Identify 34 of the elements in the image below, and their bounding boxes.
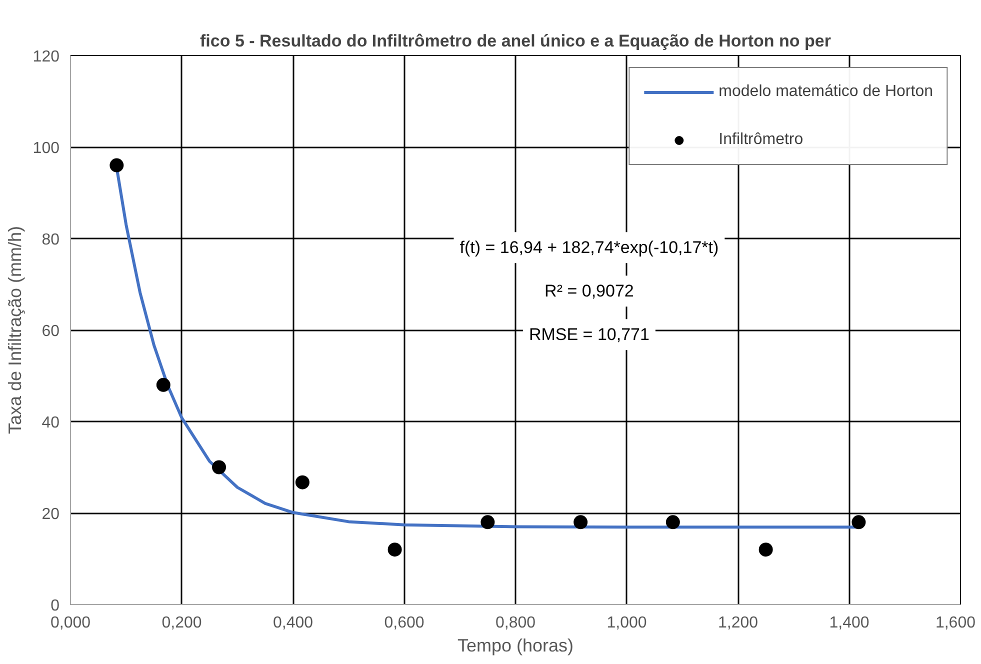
x-tick-label: 0,000	[50, 614, 91, 632]
point	[852, 515, 866, 530]
point	[212, 460, 226, 474]
y-tick-label: 0	[50, 598, 60, 614]
point	[480, 515, 495, 530]
y-tick-label: 20	[42, 506, 60, 523]
annotation: R² = 0,9072	[544, 282, 634, 301]
point	[110, 158, 124, 172]
x-tick-label: 1,200	[718, 614, 758, 632]
legend-label: modelo matemático de Horton	[718, 83, 933, 101]
y-axis-title: Taxa de Infiltração (mm/h)	[4, 226, 25, 434]
y-tick-label: 80	[42, 232, 60, 248]
y-tick-label: 40	[42, 414, 60, 432]
annotation: RMSE = 10,771	[528, 325, 650, 344]
y-tick-label: 100	[32, 140, 60, 157]
point	[388, 542, 402, 557]
x-tick-label: 1,600	[935, 614, 976, 632]
chart-title: fico 5 - Resultado do Infiltrômetro de anel único e a Equação de Horton no per	[200, 32, 832, 50]
x-tick-label: 0,600	[384, 614, 424, 632]
x-tick-label: 0,200	[162, 614, 202, 632]
point	[758, 542, 773, 557]
point	[156, 378, 170, 392]
legend-label: Infiltrômetro	[718, 131, 804, 149]
point	[295, 475, 310, 490]
annotation: f(t) = 16,94 + 182,74*exp(-10,17*t)	[460, 238, 719, 258]
x-tick-label: 0,400	[272, 614, 314, 632]
point	[574, 515, 588, 530]
x-tick-label: 1,000	[606, 614, 647, 632]
y-tick-label: 60	[42, 323, 60, 340]
y-tick-label: 120	[32, 48, 60, 66]
x-tick-label: 0,800	[495, 614, 536, 632]
x-axis-title: Tempo (horas)	[457, 636, 574, 656]
point	[666, 515, 680, 530]
x-tick-label: 1,400	[829, 614, 870, 632]
